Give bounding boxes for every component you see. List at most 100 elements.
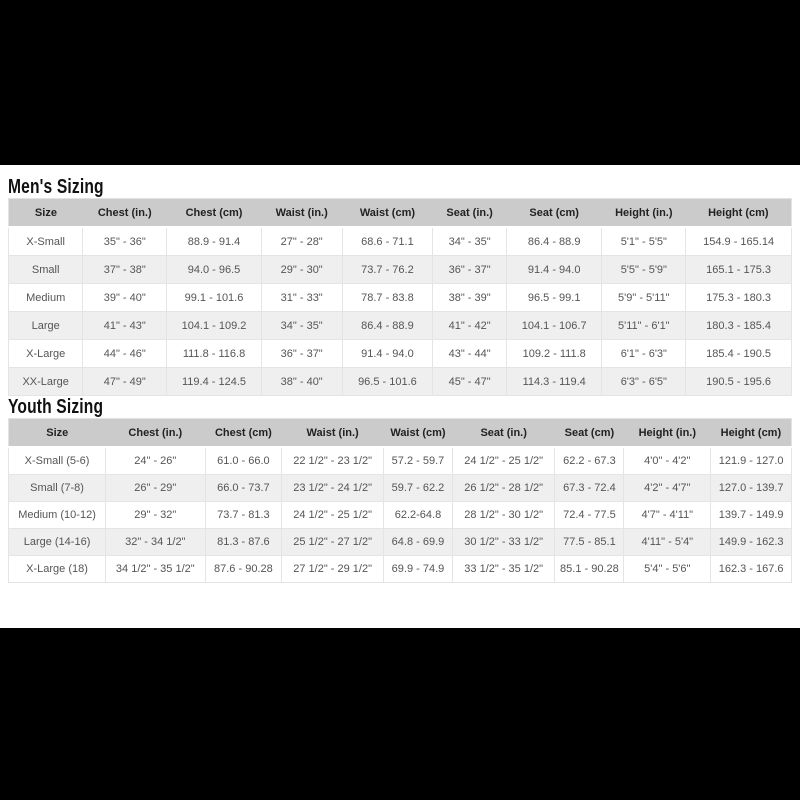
table-cell: 47" - 49" [82,367,168,396]
table-cell: 24 1/2" - 25 1/2" [281,501,385,529]
table-cell: 31" - 33" [260,283,343,312]
column-header: Waist (cm) [383,418,453,448]
header-row: Size Chest (in.) Chest (cm) Waist (in.) Wais… [8,418,792,448]
table-cell: Small [7,255,84,284]
column-header: Chest (cm) [205,418,282,448]
table-cell: 4'2" - 4'7" [623,474,712,502]
table-cell: 4'0" - 4'2" [623,446,712,475]
table-cell: 36" - 37" [432,255,507,284]
table-row: X-Large 44" - 46" 111.8 - 116.8 36" - 37" 91… [7,339,792,368]
table-cell: 36" - 37" [260,339,343,368]
table-cell: 180.3 - 185.4 [685,311,792,340]
table-cell: 22 1/2" - 23 1/2" [281,446,385,475]
table-cell: 190.5 - 195.6 [685,367,792,396]
column-header: Waist (in.) [281,418,384,448]
youth-sizing-title: Youth Sizing [8,396,792,418]
table-cell: 24" - 26" [105,446,206,475]
table-cell: 111.8 - 116.8 [166,339,262,368]
table-cell: 25 1/2" - 27 1/2" [281,528,385,556]
table-cell: 29" - 30" [260,255,343,284]
table-cell: 73.7 - 76.2 [341,255,434,284]
table-cell: 34" - 35" [260,311,343,340]
table-cell: 61.0 - 66.0 [204,446,283,475]
table-cell: 27 1/2" - 29 1/2" [281,555,385,583]
table-cell: 41" - 43" [82,311,168,340]
column-header: Waist (in.) [261,198,343,228]
table-cell: 32" - 34 1/2" [105,528,206,556]
table-cell: 91.4 - 94.0 [341,339,434,368]
table-cell: 37" - 38" [82,255,168,284]
table-cell: 99.1 - 101.6 [166,283,262,312]
table-cell: 5'5" - 5'9" [601,255,687,284]
table-cell: 94.0 - 96.5 [166,255,262,284]
table-cell: X-Small [7,226,84,256]
mens-sizing-table: Size Chest (in.) Chest (cm) Waist (in.) Wais… [7,198,792,396]
table-cell: 44" - 46" [82,339,168,368]
table-cell: 45" - 47" [432,367,507,396]
table-row: Small (7-8) 26" - 29" 66.0 - 73.7 23 1/2" -… [7,474,792,502]
table-cell: 34 1/2" - 35 1/2" [105,555,206,583]
table-row: X-Large (18) 34 1/2" - 35 1/2" 87.6 - 90.2… [7,555,792,583]
table-cell: 96.5 - 99.1 [505,283,603,312]
table-cell: 67.3 - 72.4 [554,474,625,502]
table-cell: 91.4 - 94.0 [505,255,603,284]
table-cell: X-Large [7,339,84,368]
table-cell: 165.1 - 175.3 [685,255,792,284]
table-row: X-Small (5-6) 24" - 26" 61.0 - 66.0 22 1/2"… [7,446,792,475]
table-cell: 35" - 36" [82,226,168,256]
table-cell: 62.2-64.8 [383,501,453,529]
table-row: Medium 39" - 40" 99.1 - 101.6 31" - 33" 78.7… [7,283,792,312]
table-cell: XX-Large [7,367,84,396]
table-cell: 26" - 29" [105,474,206,502]
table-cell: X-Large (18) [7,555,107,583]
table-cell: 34" - 35" [432,226,507,256]
table-cell: 64.8 - 69.9 [383,528,453,556]
column-header: Height (in.) [601,198,686,228]
table-cell: X-Small (5-6) [7,446,107,475]
table-row: Large (14-16) 32" - 34 1/2" 81.3 - 87.6 25 … [7,528,792,556]
table-cell: 86.4 - 88.9 [341,311,434,340]
table-cell: 5'11" - 6'1" [601,311,687,340]
table-cell: 78.7 - 83.8 [341,283,434,312]
table-cell: 4'7" - 4'11" [623,501,712,529]
table-cell: 162.3 - 167.6 [710,555,792,583]
table-row: Small 37" - 38" 94.0 - 96.5 29" - 30" 73.7 -… [7,255,792,284]
table-cell: 38" - 40" [260,367,343,396]
table-cell: 139.7 - 149.9 [710,501,792,529]
table-cell: 72.4 - 77.5 [554,501,625,529]
table-cell: 26 1/2" - 28 1/2" [451,474,556,502]
table-cell: 109.2 - 111.8 [505,339,603,368]
table-cell: 27" - 28" [260,226,343,256]
table-cell: 5'1" - 5'5" [601,226,687,256]
column-header: Height (cm) [710,418,792,448]
column-header: Chest (in.) [105,418,206,448]
mens-sizing-title: Men's Sizing [8,176,792,198]
table-cell: 114.3 - 119.4 [505,367,603,396]
table-cell: 39" - 40" [82,283,168,312]
table-cell: 38" - 39" [432,283,507,312]
table-cell: 30 1/2" - 33 1/2" [451,528,556,556]
column-header: Chest (cm) [166,198,262,228]
column-header: Height (in.) [623,418,711,448]
column-header: Size [8,198,83,228]
column-header: Seat (cm) [506,198,602,228]
table-cell: 66.0 - 73.7 [204,474,283,502]
table-cell: 57.2 - 59.7 [383,446,453,475]
table-cell: 96.5 - 101.6 [341,367,434,396]
table-row: X-Small 35" - 36" 88.9 - 91.4 27" - 28" 68.6… [7,226,792,256]
table-cell: 87.6 - 90.28 [204,555,283,583]
table-cell: 6'3" - 6'5" [601,367,687,396]
table-cell: 121.9 - 127.0 [710,446,792,475]
table-cell: Medium [7,283,84,312]
table-cell: 62.2 - 67.3 [554,446,625,475]
youth-sizing-table: Size Chest (in.) Chest (cm) Waist (in.) Wais… [7,418,792,583]
table-cell: 24 1/2" - 25 1/2" [451,446,556,475]
table-row: Large 41" - 43" 104.1 - 109.2 34" - 35" 86.4… [7,311,792,340]
table-cell: 33 1/2" - 35 1/2" [451,555,556,583]
table-cell: Medium (10-12) [7,501,107,529]
table-cell: 29" - 32" [105,501,206,529]
table-cell: 23 1/2" - 24 1/2" [281,474,385,502]
sizing-page-content: Men's Sizing Size Chest (in.) Chest (cm) Wa… [0,165,800,628]
header-row: Size Chest (in.) Chest (cm) Waist (in.) Wais… [8,198,792,228]
table-cell: 43" - 44" [432,339,507,368]
